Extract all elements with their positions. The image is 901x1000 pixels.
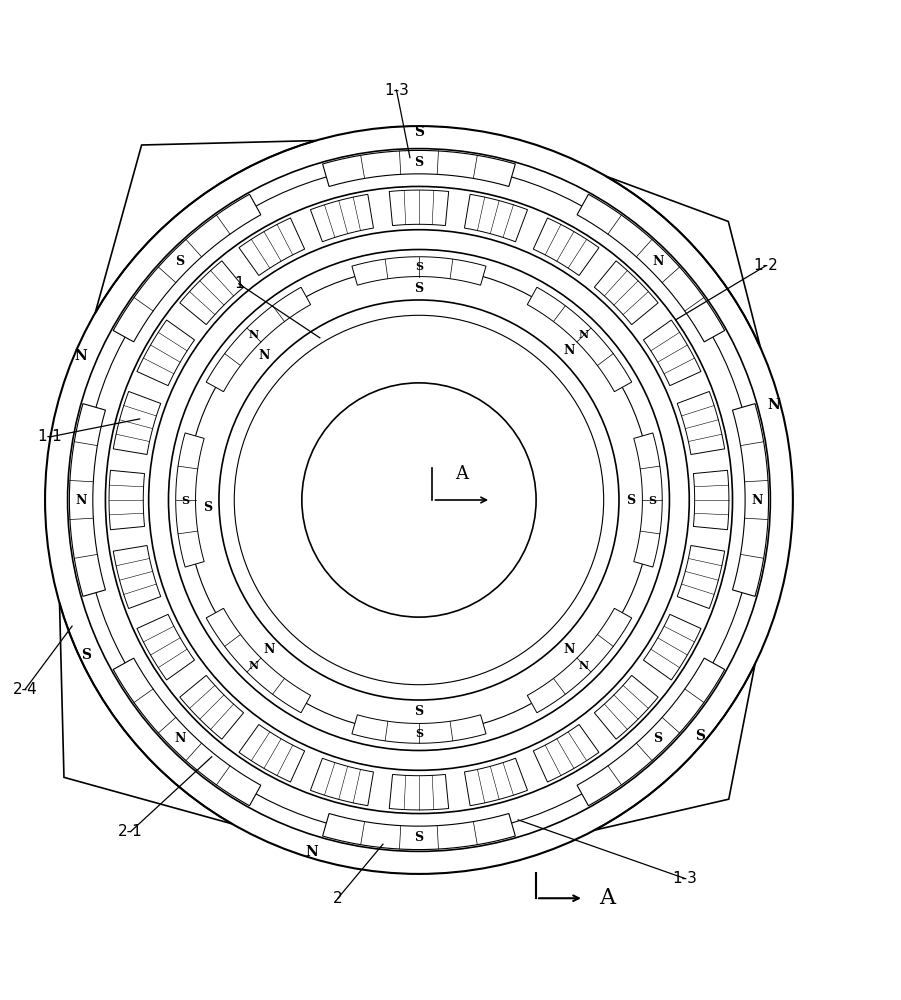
Text: N: N bbox=[563, 643, 574, 656]
Polygon shape bbox=[595, 261, 658, 325]
Polygon shape bbox=[352, 257, 486, 285]
Text: N: N bbox=[74, 349, 87, 363]
Polygon shape bbox=[323, 150, 515, 186]
Text: N: N bbox=[579, 329, 589, 340]
Polygon shape bbox=[595, 664, 755, 830]
Polygon shape bbox=[59, 603, 232, 824]
Text: 1-1: 1-1 bbox=[37, 429, 62, 444]
Text: 2-1: 2-1 bbox=[118, 824, 143, 839]
Polygon shape bbox=[352, 715, 486, 743]
Polygon shape bbox=[694, 470, 729, 530]
Text: S: S bbox=[649, 494, 656, 506]
Polygon shape bbox=[678, 391, 724, 454]
Text: S: S bbox=[626, 493, 635, 506]
Text: S: S bbox=[414, 125, 424, 139]
Polygon shape bbox=[176, 433, 205, 567]
Polygon shape bbox=[633, 433, 662, 567]
Text: N: N bbox=[652, 255, 663, 268]
Text: S: S bbox=[182, 494, 189, 506]
Polygon shape bbox=[389, 774, 449, 810]
Text: 1-3: 1-3 bbox=[672, 871, 697, 886]
Polygon shape bbox=[578, 658, 724, 806]
Polygon shape bbox=[137, 320, 195, 386]
Text: S: S bbox=[414, 156, 423, 169]
Polygon shape bbox=[606, 176, 760, 348]
Polygon shape bbox=[311, 758, 373, 806]
Text: 1-3: 1-3 bbox=[384, 83, 409, 98]
Text: S: S bbox=[203, 501, 212, 514]
Polygon shape bbox=[96, 141, 316, 313]
Polygon shape bbox=[465, 194, 527, 242]
Polygon shape bbox=[389, 190, 449, 226]
Polygon shape bbox=[533, 724, 599, 782]
Text: S: S bbox=[653, 732, 662, 745]
Text: 1-2: 1-2 bbox=[753, 258, 778, 273]
Polygon shape bbox=[137, 614, 195, 680]
Text: N: N bbox=[249, 660, 259, 671]
Text: N: N bbox=[76, 493, 86, 506]
Polygon shape bbox=[206, 287, 311, 392]
Polygon shape bbox=[206, 608, 311, 713]
Text: 2: 2 bbox=[333, 891, 342, 906]
Polygon shape bbox=[239, 218, 305, 276]
Polygon shape bbox=[69, 404, 105, 596]
Text: 1: 1 bbox=[234, 276, 243, 291]
Polygon shape bbox=[114, 658, 260, 806]
Polygon shape bbox=[180, 675, 243, 739]
Text: N: N bbox=[751, 493, 762, 506]
Polygon shape bbox=[114, 194, 260, 342]
Polygon shape bbox=[527, 608, 632, 713]
Text: S: S bbox=[176, 255, 185, 268]
Polygon shape bbox=[323, 814, 515, 850]
Text: A: A bbox=[455, 465, 468, 483]
Polygon shape bbox=[114, 391, 160, 454]
Text: N: N bbox=[579, 660, 589, 671]
Text: S: S bbox=[414, 705, 423, 718]
Polygon shape bbox=[643, 320, 701, 386]
Polygon shape bbox=[114, 546, 160, 609]
Polygon shape bbox=[527, 287, 632, 392]
Text: N: N bbox=[259, 349, 269, 362]
Text: N: N bbox=[305, 845, 318, 859]
Text: S: S bbox=[414, 831, 423, 844]
Text: S: S bbox=[696, 729, 705, 743]
Polygon shape bbox=[109, 470, 144, 530]
Text: 2-4: 2-4 bbox=[13, 682, 38, 697]
Polygon shape bbox=[578, 194, 724, 342]
Text: N: N bbox=[768, 398, 780, 412]
Polygon shape bbox=[239, 724, 305, 782]
Polygon shape bbox=[465, 758, 527, 806]
Polygon shape bbox=[311, 194, 373, 242]
Text: N: N bbox=[175, 732, 186, 745]
Polygon shape bbox=[733, 404, 769, 596]
Text: S: S bbox=[415, 728, 423, 739]
Polygon shape bbox=[595, 675, 658, 739]
Text: N: N bbox=[264, 643, 275, 656]
Polygon shape bbox=[678, 546, 724, 609]
Text: S: S bbox=[415, 261, 423, 272]
Polygon shape bbox=[180, 261, 243, 325]
Text: N: N bbox=[249, 329, 259, 340]
Text: S: S bbox=[414, 282, 423, 295]
Polygon shape bbox=[643, 614, 701, 680]
Text: N: N bbox=[563, 344, 574, 357]
Text: A: A bbox=[599, 887, 615, 909]
Polygon shape bbox=[533, 218, 599, 276]
Text: S: S bbox=[81, 648, 91, 662]
